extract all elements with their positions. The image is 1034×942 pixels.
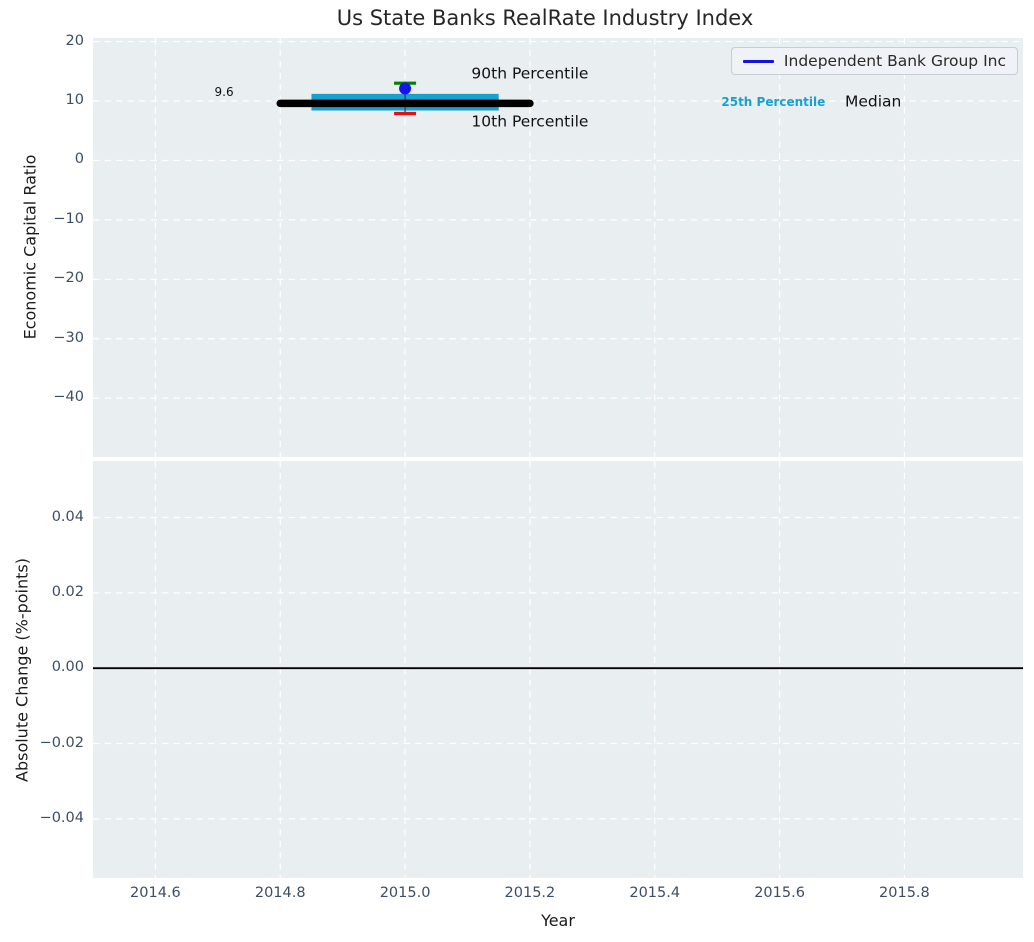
chart-title: Us State Banks RealRate Industry Index <box>337 6 754 30</box>
annotation-90th-percentile: 90th Percentile <box>471 67 588 83</box>
y-tick-label: −0.04 <box>20 810 84 827</box>
x-tick-label: 2014.8 <box>255 885 306 902</box>
company-data-point <box>399 83 411 95</box>
x-tick-label: 2015.6 <box>754 885 805 902</box>
x-tick-label: 2015.0 <box>380 885 431 902</box>
annotation-25th-percentile: 25th Percentile <box>721 96 825 108</box>
figure: Us State Banks RealRate Industry Index E… <box>0 0 1034 942</box>
top-y-axis-label: Economic Capital Ratio <box>21 155 40 340</box>
y-tick-label: −30 <box>20 330 84 347</box>
y-tick-label: 0.04 <box>20 509 84 526</box>
bottom-plot-area <box>93 461 1023 878</box>
y-tick-label: −40 <box>20 389 84 406</box>
y-tick-label: −20 <box>20 270 84 287</box>
x-tick-label: 2014.6 <box>130 885 181 902</box>
y-tick-label: −10 <box>20 211 84 228</box>
x-tick-label: 2015.8 <box>879 885 930 902</box>
legend: Independent Bank Group Inc <box>731 47 1018 75</box>
legend-line-icon <box>743 60 774 63</box>
y-tick-label: −0.02 <box>20 735 84 752</box>
annotation-9-6: 9.6 <box>215 86 234 98</box>
y-tick-label: 0 <box>20 151 84 168</box>
x-tick-label: 2015.2 <box>505 885 556 902</box>
annotation-median: Median <box>845 94 901 110</box>
y-tick-label: 20 <box>20 33 84 50</box>
legend-entry-label: Independent Bank Group Inc <box>784 52 1006 70</box>
y-tick-label: 0.00 <box>20 659 84 676</box>
annotation-10th-percentile: 10th Percentile <box>471 115 588 131</box>
x-axis-label: Year <box>541 911 575 930</box>
x-tick-label: 2015.4 <box>629 885 680 902</box>
y-tick-label: 10 <box>20 92 84 109</box>
y-tick-label: 0.02 <box>20 584 84 601</box>
